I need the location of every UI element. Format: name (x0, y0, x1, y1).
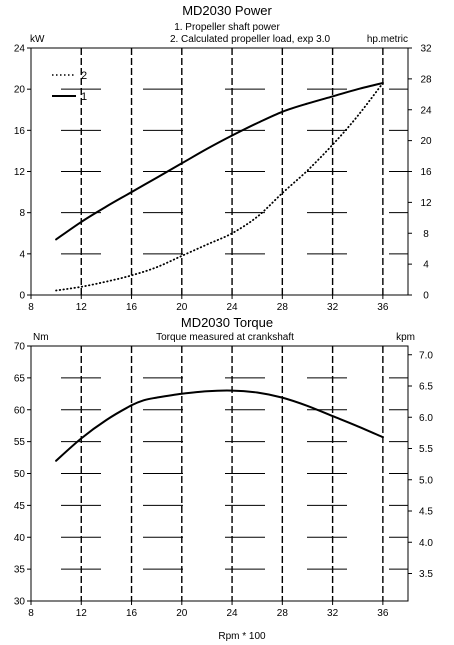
power-chart-legend: 2 1 (52, 70, 87, 103)
torque-series-torque-line (55, 389, 384, 462)
power-right-tick-label: 24 (420, 105, 432, 116)
power-x-tick-label: 28 (277, 302, 289, 313)
torque-chart-title: MD2030 Torque (181, 315, 273, 330)
power-y-tick-label: 8 (19, 208, 25, 219)
torque-right-tick-label: 4.5 (419, 507, 433, 518)
torque-y-tick-label: 65 (14, 373, 26, 384)
torque-right-tick-label: 6.0 (419, 413, 433, 424)
power-y-tick-label: 20 (14, 85, 26, 96)
power-right-tick-label: 28 (420, 74, 432, 85)
power-left-unit: kW (30, 34, 45, 45)
power-x-tick-label: 32 (327, 302, 339, 313)
power-x-tick-label: 8 (28, 302, 34, 313)
torque-y-tick-label: 50 (14, 469, 26, 480)
torque-chart-series (55, 389, 384, 462)
torque-right-tick-label: 7.0 (419, 350, 433, 361)
torque-right-unit: kpm (396, 332, 415, 343)
torque-x-tick-label: 8 (28, 608, 34, 619)
torque-chart-subtitle: Torque measured at crankshaft (156, 332, 294, 343)
torque-y-tick-label: 45 (14, 501, 26, 512)
torque-left-unit: Nm (33, 332, 49, 343)
power-y-tick-label: 0 (19, 291, 25, 302)
torque-y-tick-label: 35 (14, 565, 26, 576)
power-right-unit: hp.metric (367, 34, 408, 45)
torque-right-tick-label: 5.0 (419, 475, 433, 486)
power-x-tick-label: 20 (176, 302, 188, 313)
power-right-tick-label: 32 (420, 44, 432, 55)
power-x-tick-label: 12 (76, 302, 88, 313)
power-x-tick-label: 24 (227, 302, 239, 313)
torque-right-tick-label: 6.5 (419, 382, 433, 393)
power-x-tick-label: 16 (126, 302, 138, 313)
torque-x-tick-label: 32 (327, 608, 339, 619)
power-right-tick-label: 8 (423, 229, 429, 240)
legend-label-2: 2 (81, 70, 87, 82)
torque-y-tick-label: 40 (14, 533, 26, 544)
power-y-tick-label: 16 (14, 126, 26, 137)
power-series-1-line (55, 82, 384, 241)
legend-label-1: 1 (81, 91, 87, 103)
torque-x-tick-label: 24 (227, 608, 239, 619)
power-y-tick-label: 12 (14, 167, 26, 178)
power-right-tick-label: 16 (420, 167, 432, 178)
torque-chart-grid (30, 345, 409, 602)
torque-right-tick-label: 4.0 (419, 538, 433, 549)
torque-x-tick-label: 36 (377, 608, 389, 619)
power-right-tick-label: 20 (420, 136, 432, 147)
torque-x-tick-label: 20 (176, 608, 188, 619)
torque-x-tick-label: 12 (76, 608, 88, 619)
power-chart-grid (30, 47, 409, 296)
power-series-2-line (55, 82, 384, 292)
power-y-tick-label: 24 (14, 44, 26, 55)
torque-y-tick-label: 60 (14, 405, 26, 416)
power-y-tick-label: 4 (19, 249, 25, 260)
torque-chart-ticks: 8 12 16 20 24 28 32 36 30 35 40 45 50 55 60 65 70 3.5 4.0 4… (14, 342, 434, 620)
torque-right-tick-label: 3.5 (419, 569, 433, 580)
power-right-tick-label: 12 (420, 198, 432, 209)
torque-y-tick-label: 55 (14, 437, 26, 448)
power-chart-ticks: 8 12 16 20 24 28 32 360481216202404812162024283… (14, 44, 432, 314)
torque-x-tick-label: 28 (277, 608, 289, 619)
x-axis-label: Rpm * 100 (218, 631, 266, 642)
power-right-tick-label: 4 (423, 260, 429, 271)
torque-y-tick-label: 70 (14, 342, 26, 353)
power-x-tick-label: 36 (377, 302, 389, 313)
power-chart-title: MD2030 Power (182, 3, 272, 18)
torque-right-tick-label: 5.5 (419, 444, 433, 455)
torque-y-tick-label: 30 (14, 597, 26, 608)
power-chart-series (55, 82, 384, 292)
power-right-tick-label: 0 (423, 291, 429, 302)
power-chart-subtitle-1: 1. Propeller shaft power (174, 22, 280, 33)
torque-x-tick-label: 16 (126, 608, 138, 619)
power-chart-subtitle-2: 2. Calculated propeller load, exp 3.0 (170, 34, 331, 45)
